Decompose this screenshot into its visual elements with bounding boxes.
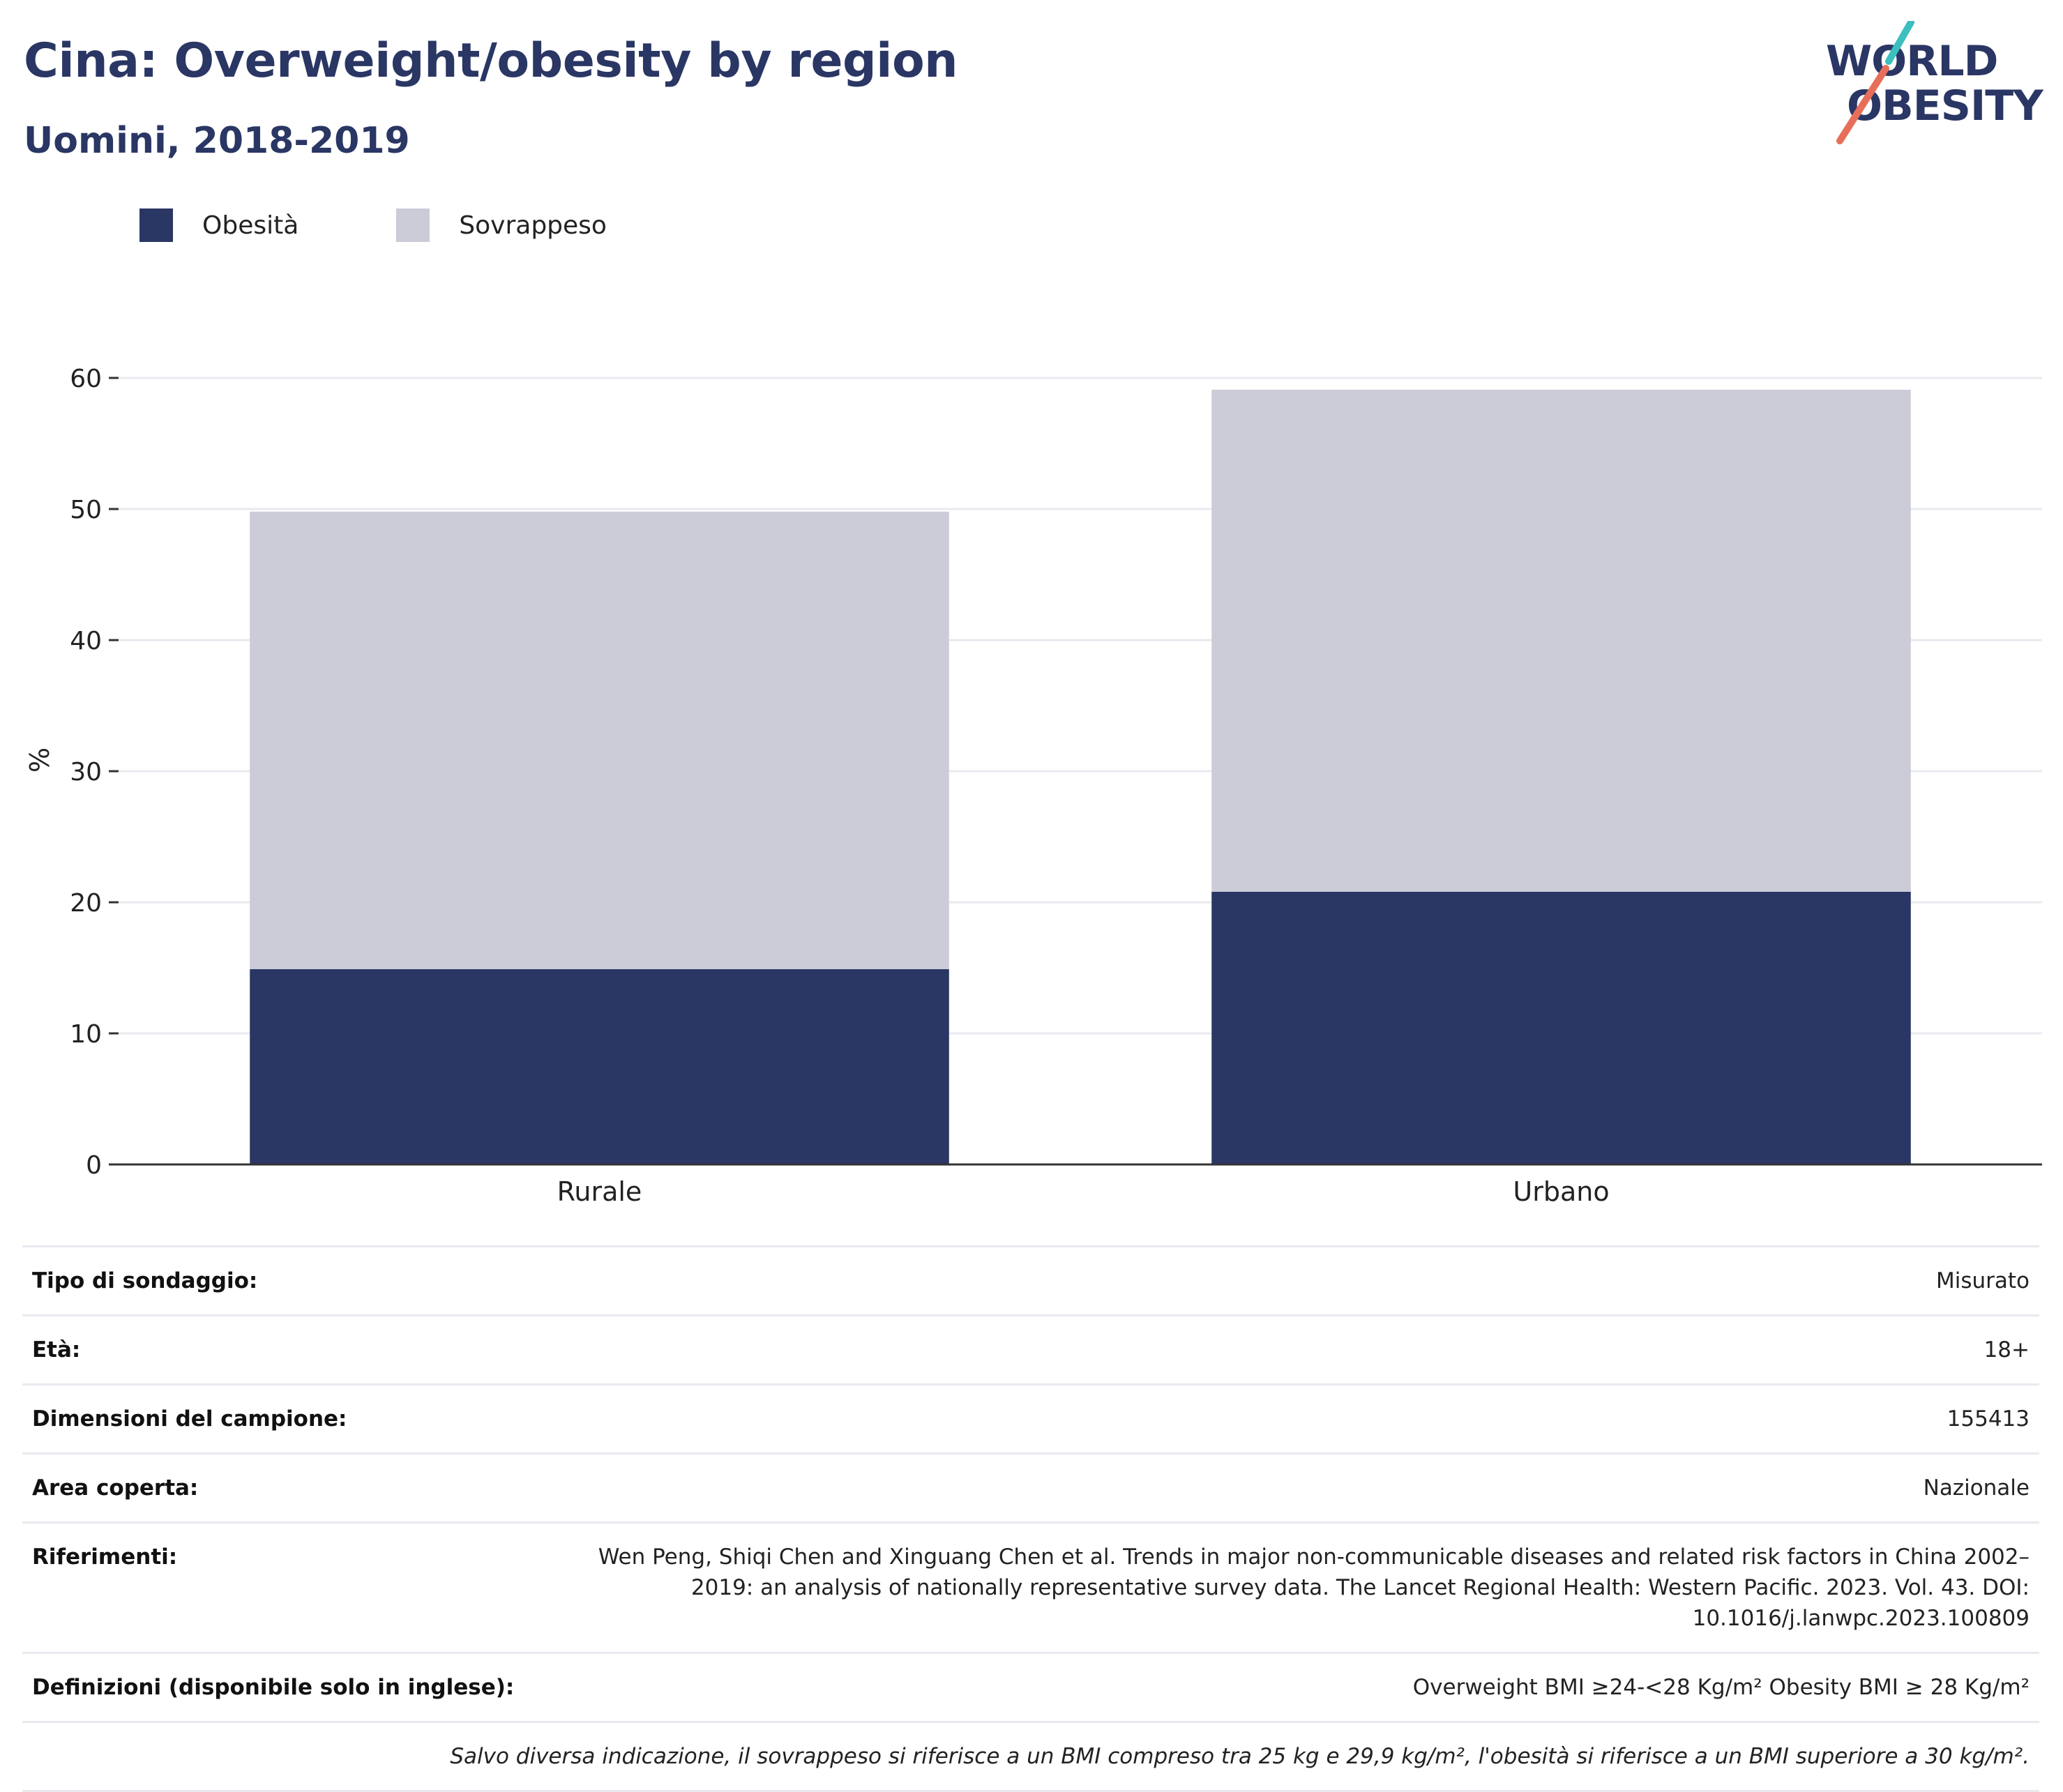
x-tick-label: Rurale [557, 1176, 642, 1207]
y-axis-ticks: 0 10 20 30 40 50 60 [70, 365, 119, 1180]
y-tick-label: 40 [70, 627, 102, 655]
legend-label-obesity: Obesità [202, 211, 299, 240]
footnote: Salvo diversa indicazione, il sovrappeso… [22, 1721, 2039, 1792]
definitions-value: Overweight BMI ≥24-<28 Kg/m² Obesity BMI… [572, 1652, 2039, 1722]
chart-title: Cina: Overweight/obesity by region [24, 33, 958, 89]
legend-item-obesity[interactable]: Obesità [139, 208, 299, 242]
y-tick-label: 60 [70, 365, 102, 393]
table-row: Tipo di sondaggio: Misurato [22, 1245, 2039, 1316]
bar-overweight-urbano[interactable] [1211, 389, 1911, 892]
x-axis-ticks: Rurale Urbano [119, 1163, 2042, 1207]
legend-item-overweight[interactable]: Sovrappeso [396, 208, 607, 242]
y-tick-label: 10 [70, 1020, 102, 1049]
age-value: 18+ [572, 1314, 2039, 1385]
bar-obesity-rurale[interactable] [250, 969, 949, 1164]
area-value: Nazionale [572, 1452, 2039, 1523]
logo-text-line1: WORLD [1826, 37, 1998, 86]
legend-swatch-obesity [139, 208, 173, 242]
table-row: Dimensioni del campione: 155413 [22, 1383, 2039, 1454]
world-obesity-logo: WORLD OBESITY [1819, 21, 2049, 146]
survey-type-value: Misurato [572, 1245, 2039, 1316]
bar-obesity-urbano[interactable] [1211, 891, 1911, 1164]
legend-swatch-overweight [396, 208, 430, 242]
table-row: Definizioni (disponibile solo in inglese… [22, 1652, 2039, 1722]
y-tick-label: 0 [86, 1151, 102, 1180]
area-label: Area coperta: [22, 1452, 572, 1523]
table-row: Salvo diversa indicazione, il sovrappeso… [22, 1721, 2039, 1792]
references-label: Riferimenti: [22, 1521, 572, 1653]
sample-size-value: 155413 [572, 1383, 2039, 1454]
survey-type-label: Tipo di sondaggio: [22, 1245, 572, 1316]
y-tick-label: 30 [70, 758, 102, 787]
logo-slash-icon [1836, 21, 1914, 144]
chart-legend: Obesità Sovrappeso [139, 208, 704, 243]
table-row: Area coperta: Nazionale [22, 1452, 2039, 1523]
y-axis-label: % [24, 747, 55, 773]
x-tick-label: Urbano [1513, 1176, 1609, 1207]
bar-overweight-rurale[interactable] [250, 511, 949, 969]
sample-size-label: Dimensioni del campione: [22, 1383, 572, 1454]
bars [250, 389, 1911, 1164]
chart-subtitle: Uomini, 2018-2019 [24, 120, 410, 162]
age-label: Età: [22, 1314, 572, 1385]
stacked-bar-chart: 0 10 20 30 40 50 60 Rurale Urbano % [24, 365, 2042, 1207]
logo-text-line2: OBESITY [1847, 82, 2043, 130]
table-row: Età: 18+ [22, 1314, 2039, 1385]
table-row: Riferimenti: Wen Peng, Shiqi Chen and Xi… [22, 1521, 2039, 1653]
survey-info-table: Tipo di sondaggio: Misurato Età: 18+ Dim… [22, 1245, 2039, 1792]
y-tick-label: 20 [70, 889, 102, 918]
y-tick-label: 50 [70, 496, 102, 524]
definitions-label: Definizioni (disponibile solo in inglese… [22, 1652, 572, 1722]
legend-label-overweight: Sovrappeso [459, 211, 607, 240]
references-value: Wen Peng, Shiqi Chen and Xinguang Chen e… [572, 1521, 2039, 1653]
